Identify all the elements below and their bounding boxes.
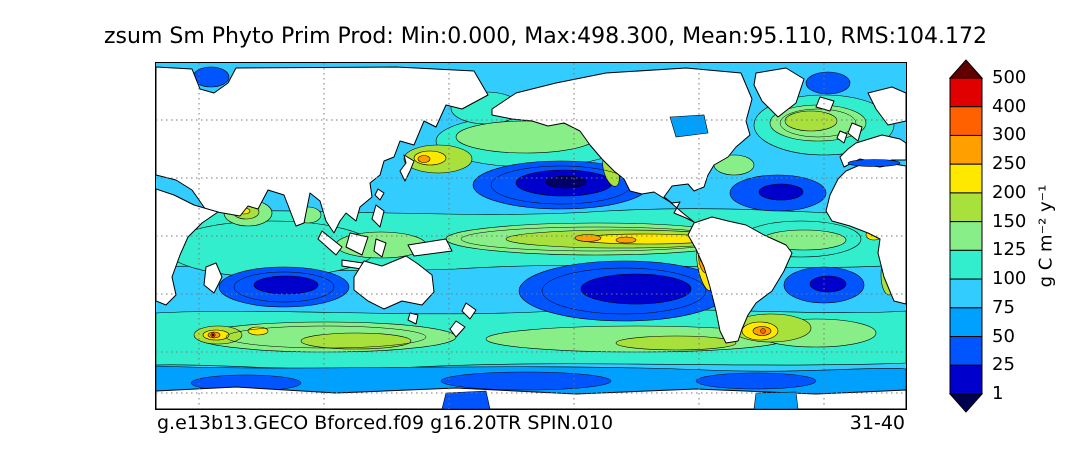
colorbar-tick: 150 xyxy=(992,210,1027,232)
colorbar-tick: 200 xyxy=(992,181,1027,203)
colorbar-tick: 75 xyxy=(992,296,1015,318)
island-sulawesi xyxy=(373,238,387,258)
colorbar-band xyxy=(949,163,983,194)
caption-run: g.e13b13.GECO Bforced.f09 g16.20TR SPIN.… xyxy=(157,412,614,434)
land-scandinavia xyxy=(867,86,906,126)
colorbar-band xyxy=(949,77,983,108)
island-iceland xyxy=(815,96,835,112)
ross-sea xyxy=(441,390,491,409)
land-masses xyxy=(156,66,906,409)
colorbar-band xyxy=(949,364,983,395)
colorbar-band xyxy=(949,307,983,338)
colorbar-tick: 50 xyxy=(992,325,1015,347)
ocean-gyres xyxy=(192,66,865,322)
island-new-guinea xyxy=(407,238,453,257)
figure-title: zsum Sm Phyto Prim Prod: Min:0.000, Max:… xyxy=(103,24,988,49)
land-south-america xyxy=(687,216,793,344)
colorbar-tick: 25 xyxy=(992,354,1015,376)
island-japan xyxy=(399,154,415,182)
land-asia xyxy=(156,66,489,234)
land-africa-east xyxy=(156,188,219,306)
island-great-britain xyxy=(847,122,863,142)
island-taiwan xyxy=(374,188,385,201)
colorbar-band xyxy=(949,336,983,366)
land-north-america xyxy=(491,67,753,223)
colorbar-tick: 1 xyxy=(992,383,1004,404)
colorbar-tick: 125 xyxy=(992,239,1027,261)
colorbar-band xyxy=(949,134,983,165)
colorbar-tick: 400 xyxy=(992,95,1027,117)
map-plot xyxy=(155,62,907,410)
marginal-seas xyxy=(441,114,901,409)
mediterranean-sea xyxy=(847,159,901,167)
island-sumatra xyxy=(317,230,343,256)
hudson-bay xyxy=(669,114,709,138)
island-ireland xyxy=(836,130,848,144)
weddell-sea xyxy=(753,391,799,409)
island-madagascar xyxy=(203,262,223,294)
colorbar-svg xyxy=(948,59,984,413)
caption-years: 31-40 xyxy=(849,412,905,434)
polar-south-band xyxy=(156,365,906,396)
colorbar-band xyxy=(949,192,983,223)
colorbar-unit-label: g C m⁻² y⁻¹ xyxy=(1035,184,1057,288)
land-australia xyxy=(353,255,435,310)
land-antarctica xyxy=(156,386,906,409)
colorbar-band xyxy=(949,249,983,280)
island-new-zealand-north xyxy=(461,302,477,320)
island-philippines xyxy=(371,204,385,228)
colorbar-tick: 500 xyxy=(992,67,1027,88)
world-map-svg xyxy=(156,63,906,409)
colorbar-over-arrow xyxy=(948,59,984,79)
land-greenland xyxy=(753,67,805,118)
colorbar-ticks: 500 400 300 250 200 150 125 100 75 50 25 1 xyxy=(992,58,1056,414)
graticule xyxy=(156,63,906,409)
colorbar-band xyxy=(949,221,983,251)
colorbar-band xyxy=(949,106,983,136)
colorbar-tick: 100 xyxy=(992,268,1027,290)
island-tasmania xyxy=(407,312,419,325)
island-new-zealand-south xyxy=(449,320,466,338)
colorbar xyxy=(946,58,986,414)
colorbar-tick: 300 xyxy=(992,124,1027,146)
colorbar-band xyxy=(949,278,983,309)
colorbar-tick: 250 xyxy=(992,153,1027,175)
colorbar-under-arrow xyxy=(948,393,984,413)
